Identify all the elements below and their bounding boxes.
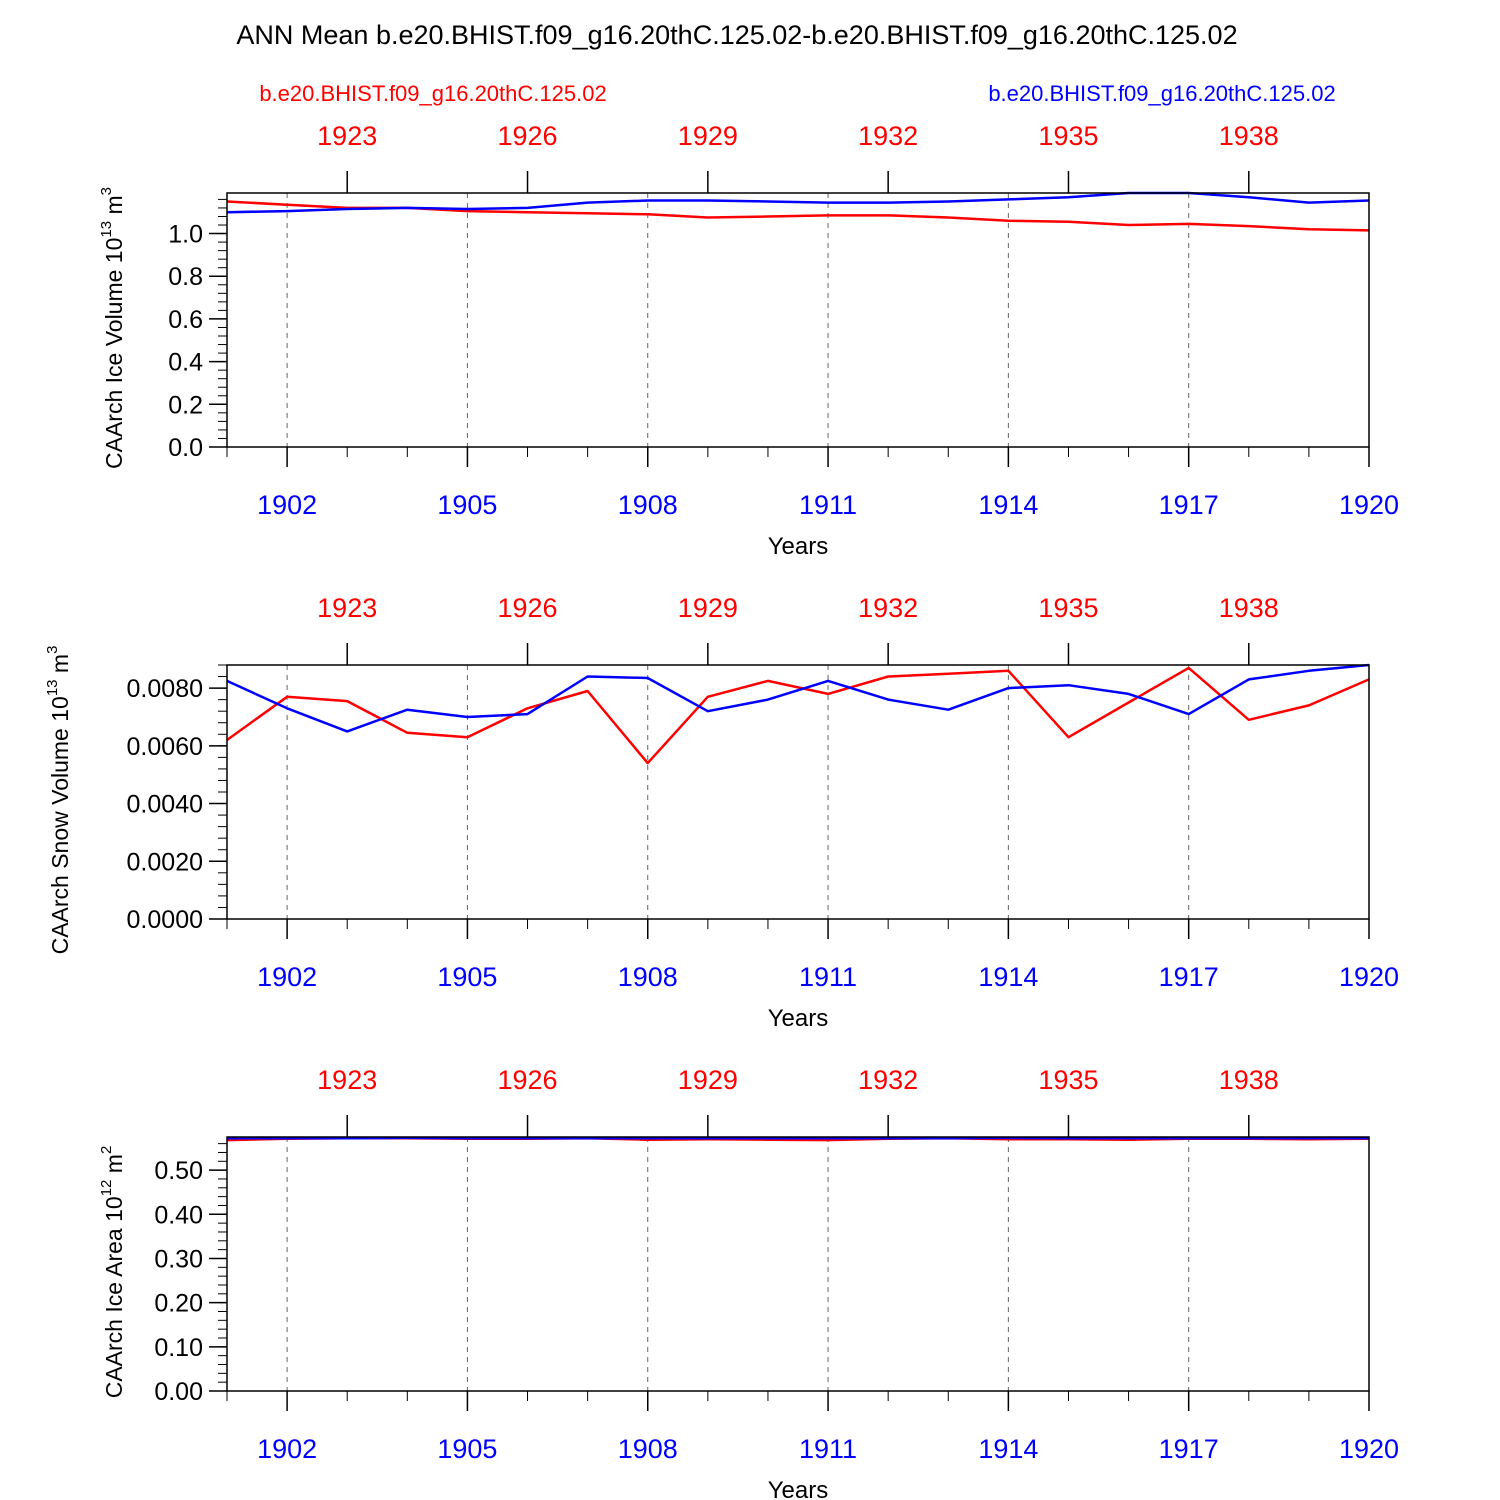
x-tick-label-top: 1929 [678, 593, 738, 623]
x-tick-label-top: 1926 [497, 121, 557, 151]
x-tick-label-bottom: 1920 [1339, 962, 1399, 992]
y-axis-label-text: CAArch Ice Area 10 [101, 1196, 127, 1398]
x-tick-label-top: 1929 [678, 121, 738, 151]
x-tick-label-top: 1938 [1219, 1065, 1279, 1095]
x-tick-label-bottom: 1917 [1159, 1434, 1219, 1464]
y-tick-label: 0.10 [154, 1334, 203, 1362]
chart-panel-1: 0.0 0.2 0.4 0.6 0.8 1.0 1902 1905 1908 1911 1914 19… [98, 121, 1399, 560]
x-tick-label-bottom: 1914 [978, 490, 1038, 520]
y-tick-label: 0.0080 [127, 675, 203, 703]
x-tick-label-bottom: 1905 [437, 962, 497, 992]
y-axis-label-unit: m [101, 1154, 127, 1180]
x-tick-label-bottom: 1908 [618, 490, 678, 520]
plot-frame [226, 664, 1370, 920]
x-tick-label-bottom: 1917 [1159, 490, 1219, 520]
y-axis-label: CAArch Snow Volume 1013 m3 [44, 646, 73, 955]
y-tick-label: 1.0 [168, 221, 203, 249]
y-axis-label-text: CAArch Snow Volume 10 [47, 696, 73, 954]
y-tick-label: 0.4 [168, 349, 203, 377]
chart-panel-3: 0.00 0.10 0.20 0.30 0.40 0.50 1902 1905 1908 1911… [98, 1065, 1399, 1500]
y-axis-label-exp: 13 [98, 221, 115, 238]
y-tick-label: 0.50 [154, 1157, 203, 1185]
x-axis-label: Years [768, 1477, 829, 1500]
x-tick-label-top: 1923 [317, 121, 377, 151]
x-tick-label-top: 1935 [1038, 593, 1098, 623]
series-line-blue [226, 663, 1370, 733]
x-tick-label-bottom: 1908 [618, 962, 678, 992]
y-tick-label: 0.0060 [127, 733, 203, 761]
x-tick-label-bottom: 1905 [437, 490, 497, 520]
y-axis-label-unit: m [47, 654, 73, 680]
y-tick-label: 0.8 [168, 263, 203, 291]
y-tick-label: 0.0 [168, 434, 203, 462]
x-tick-label-top: 1935 [1038, 1065, 1098, 1095]
case-label-left: b.e20.BHIST.f09_g16.20thC.125.02 [259, 81, 606, 106]
y-tick-label: 0.20 [154, 1290, 203, 1318]
x-tick-label-bottom: 1914 [978, 962, 1038, 992]
x-tick-label-top: 1932 [858, 593, 918, 623]
x-tick-label-bottom: 1911 [799, 1434, 857, 1464]
x-tick-label-top: 1935 [1038, 121, 1098, 151]
x-tick-label-top: 1938 [1219, 121, 1279, 151]
x-tick-label-top: 1926 [497, 593, 557, 623]
x-tick-label-top: 1932 [858, 1065, 918, 1095]
x-tick-label-bottom: 1902 [257, 490, 317, 520]
x-tick-label-top: 1923 [317, 593, 377, 623]
x-tick-label-bottom: 1917 [1159, 962, 1219, 992]
x-tick-label-top: 1929 [678, 1065, 738, 1095]
y-axis-label: CAArch Ice Area 1012 m2 [98, 1146, 127, 1399]
y-tick-label: 0.30 [154, 1245, 203, 1273]
figure-title: ANN Mean b.e20.BHIST.f09_g16.20thC.125.0… [236, 20, 1237, 50]
y-tick-label: 0.40 [154, 1201, 203, 1229]
x-tick-label-top: 1923 [317, 1065, 377, 1095]
series-line-red [226, 666, 1370, 765]
y-axis-label-unit-exp: 3 [98, 187, 115, 195]
x-tick-label-top: 1938 [1219, 593, 1279, 623]
x-tick-label-top: 1926 [497, 1065, 557, 1095]
x-tick-label-bottom: 1902 [257, 962, 317, 992]
x-tick-label-bottom: 1911 [799, 962, 857, 992]
x-tick-label-bottom: 1902 [257, 1434, 317, 1464]
x-tick-label-top: 1932 [858, 121, 918, 151]
y-axis-label: CAArch Ice Volume 1013 m3 [98, 187, 127, 469]
series-line-red [226, 200, 1370, 232]
plot-frame [226, 192, 1370, 448]
x-tick-label-bottom: 1908 [618, 1434, 678, 1464]
series-line-blue [226, 191, 1370, 214]
y-tick-label: 0.0020 [127, 848, 203, 876]
y-axis-label-text: CAArch Ice Volume 10 [101, 238, 127, 469]
x-tick-label-bottom: 1911 [799, 490, 857, 520]
y-axis-label-unit-exp: 2 [98, 1146, 115, 1154]
y-tick-label: 0.0000 [127, 906, 203, 934]
x-tick-label-bottom: 1920 [1339, 490, 1399, 520]
y-axis-label-unit: m [101, 195, 127, 221]
x-tick-label-bottom: 1920 [1339, 1434, 1399, 1464]
y-tick-label: 0.00 [154, 1378, 203, 1406]
plot-frame [226, 1136, 1370, 1392]
y-axis-label-unit-exp: 3 [44, 646, 61, 654]
y-axis-label-exp: 13 [44, 679, 61, 696]
y-tick-label: 0.2 [168, 391, 203, 419]
y-tick-label: 0.0040 [127, 791, 203, 819]
x-axis-label: Years [768, 1005, 829, 1032]
x-axis-label: Years [768, 533, 829, 560]
y-axis-label-exp: 12 [98, 1180, 115, 1197]
y-tick-label: 0.6 [168, 306, 203, 334]
x-tick-label-bottom: 1905 [437, 1434, 497, 1464]
chart-panel-2: 0.0000 0.0020 0.0040 0.0060 0.0080 1902 1905 19… [44, 593, 1399, 1032]
case-label-right: b.e20.BHIST.f09_g16.20thC.125.02 [988, 81, 1335, 106]
x-tick-label-bottom: 1914 [978, 1434, 1038, 1464]
